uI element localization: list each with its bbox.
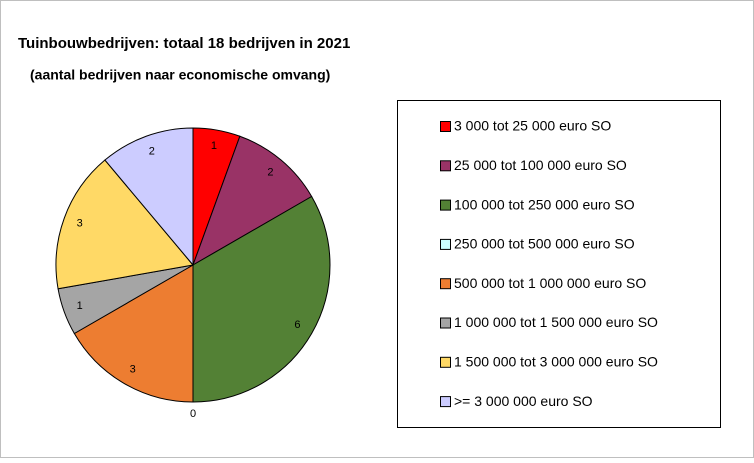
legend-label: 3 000 tot 25 000 euro SO	[454, 118, 611, 134]
legend-swatch	[440, 160, 451, 172]
data-label: 3	[77, 218, 83, 230]
data-label: 3	[130, 363, 136, 375]
legend-label: 100 000 tot 250 000 euro SO	[454, 196, 635, 212]
legend-label: >= 3 000 000 euro SO	[454, 393, 593, 409]
legend-swatch	[440, 317, 451, 329]
pie-slice	[192, 135, 313, 267]
legend-label: 1 500 000 tot 3 000 000 euro SO	[454, 354, 658, 370]
legend-swatch	[440, 199, 451, 211]
data-label: 1	[211, 140, 217, 152]
data-label: 0	[190, 408, 196, 420]
pie-slice	[104, 127, 194, 267]
legend-swatch	[440, 278, 451, 290]
data-label: 2	[149, 146, 155, 158]
pie-slice	[192, 195, 331, 403]
data-label: 6	[294, 319, 300, 331]
legend-box	[397, 100, 721, 428]
data-label: 1	[77, 300, 83, 312]
legend-label: 250 000 tot 500 000 euro SO	[454, 236, 635, 252]
data-label: 2	[267, 167, 273, 179]
pie-slice	[55, 159, 194, 290]
legend-swatch	[440, 121, 451, 132]
pie-slice	[73, 264, 194, 403]
legend-label: 500 000 tot 1 000 000 euro SO	[454, 275, 646, 291]
legend-swatch	[440, 356, 451, 368]
chart-subtitle: (aantal bedrijven naar economische omvan…	[30, 67, 330, 83]
legend-swatch	[440, 238, 451, 250]
legend-label: 1 000 000 tot 1 500 000 euro SO	[454, 314, 658, 330]
legend-swatch	[440, 396, 451, 408]
legend-label: 25 000 tot 100 000 euro SO	[454, 157, 627, 173]
chart-title: Tuinbouwbedrijven: totaal 18 bedrijven i…	[18, 35, 350, 52]
